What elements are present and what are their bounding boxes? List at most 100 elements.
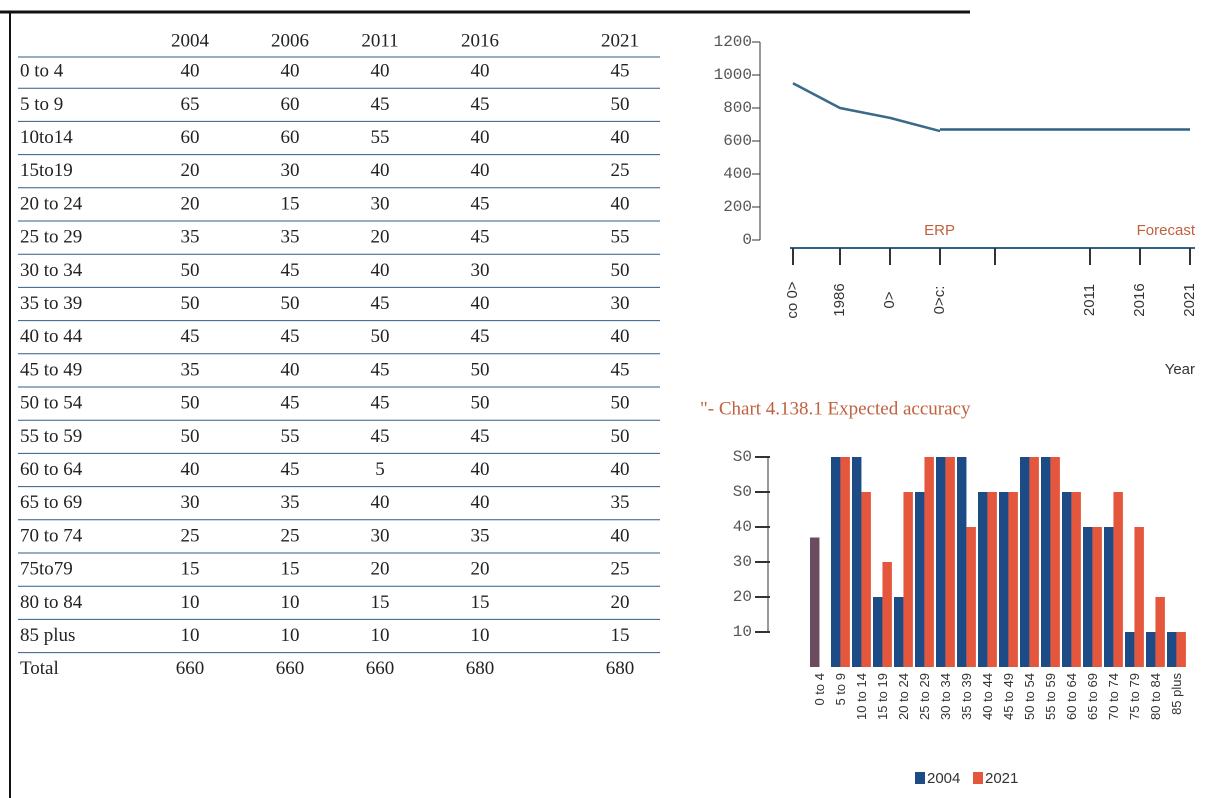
cell: 660: [276, 658, 305, 679]
cell: 40: [181, 459, 200, 480]
bar: [1146, 632, 1156, 667]
cell: 40: [281, 359, 300, 380]
x-tick-label: 40 to 44: [980, 673, 995, 720]
row-label: 65 to 69: [20, 492, 82, 513]
cell: 50: [471, 359, 490, 380]
cell: 25: [611, 160, 630, 181]
cell: 35: [471, 525, 490, 546]
bar: [1092, 527, 1102, 667]
x-tick-label: 45 to 49: [1001, 673, 1016, 720]
cell: 45: [371, 293, 390, 314]
row-label: 50 to 54: [20, 393, 83, 414]
cell: 15: [281, 193, 300, 214]
cell: 10: [471, 625, 490, 646]
cell: 40: [281, 61, 300, 82]
x-tick-label: 50 to 54: [1022, 673, 1037, 720]
cell: 20: [371, 559, 390, 580]
cell: 40: [371, 160, 390, 181]
x-tick-label: 25 to 29: [917, 673, 932, 720]
y-tick-label: 1000: [714, 66, 752, 84]
cell: 55: [281, 426, 300, 447]
row-label: 85 plus: [20, 625, 75, 646]
cell: 660: [366, 658, 395, 679]
y-tick-label: 20: [733, 588, 752, 606]
row-label: 5 to 9: [20, 94, 63, 115]
bar: [1083, 527, 1093, 667]
bar: [1113, 492, 1123, 667]
cell: 40: [611, 459, 630, 480]
cell: 30: [611, 293, 630, 314]
bar: [861, 492, 871, 667]
column-header: 2021: [601, 30, 639, 51]
cell: 45: [611, 61, 630, 82]
bar: [1041, 457, 1051, 667]
bar: [936, 457, 946, 667]
cell: 40: [611, 525, 630, 546]
cell: 45: [371, 94, 390, 115]
cell: 10: [281, 625, 300, 646]
cell: 45: [471, 426, 490, 447]
legend-swatch: [915, 772, 925, 784]
x-tick-label: 10 to 14: [854, 673, 869, 720]
x-tick-label: 2011: [1081, 284, 1098, 316]
row-label: Total: [20, 658, 59, 679]
legend-swatch: [973, 772, 983, 784]
cell: 30: [281, 160, 300, 181]
cell: 45: [371, 426, 390, 447]
row-label: 20 to 24: [20, 193, 83, 214]
bar: [1155, 597, 1165, 667]
cell: 30: [371, 525, 390, 546]
cell: 45: [371, 359, 390, 380]
cell: 680: [466, 658, 495, 679]
cell: 15: [181, 559, 200, 580]
cell: 45: [281, 393, 300, 414]
bar: [978, 492, 988, 667]
y-tick-label: S0: [733, 448, 752, 466]
cell: 20: [611, 592, 630, 613]
cell: 45: [281, 260, 300, 281]
cell: 20: [181, 193, 200, 214]
cell: 45: [371, 393, 390, 414]
y-tick-label: 800: [723, 99, 752, 117]
cell: 25: [181, 525, 200, 546]
y-tick-label: 30: [733, 553, 752, 571]
bar: [1125, 632, 1135, 667]
cell: 680: [606, 658, 635, 679]
cell: 50: [181, 260, 200, 281]
cell: 10: [371, 625, 390, 646]
x-tick-label: 60 to 64: [1064, 673, 1079, 720]
cell: 40: [471, 293, 490, 314]
x-tick-label: 20 to 24: [896, 673, 911, 720]
cell: 40: [611, 193, 630, 214]
chart-caption: "- Chart 4.138.1 Expected accuracy: [700, 398, 971, 419]
y-tick-label: 10: [733, 623, 752, 641]
y-tick-label: 40: [733, 518, 752, 536]
x-tick-label: 1986: [831, 283, 848, 316]
bar: [987, 492, 997, 667]
column-header: 2016: [461, 30, 499, 51]
row-label: 45 to 49: [20, 359, 82, 380]
bar: [852, 457, 862, 667]
cell: 45: [181, 326, 200, 347]
column-header: 2011: [361, 30, 398, 51]
cell: 50: [611, 260, 630, 281]
cell: 15: [281, 559, 300, 580]
cell: 55: [611, 227, 630, 248]
cell: 50: [471, 393, 490, 414]
cell: 40: [471, 127, 490, 148]
bar: [1071, 492, 1081, 667]
row-label: 60 to 64: [20, 459, 83, 480]
cell: 40: [611, 326, 630, 347]
x-tick-label: 2021: [1181, 283, 1198, 316]
x-tick-label: 70 to 74: [1106, 673, 1121, 720]
row-label: 15to19: [20, 160, 73, 181]
cell: 40: [471, 492, 490, 513]
bar: [894, 597, 904, 667]
x-tick-label: 0 to 4: [812, 673, 827, 706]
column-header: 2006: [271, 30, 309, 51]
cell: 15: [471, 592, 490, 613]
cell: 45: [281, 326, 300, 347]
cell: 45: [281, 459, 300, 480]
cell: 65: [181, 94, 200, 115]
